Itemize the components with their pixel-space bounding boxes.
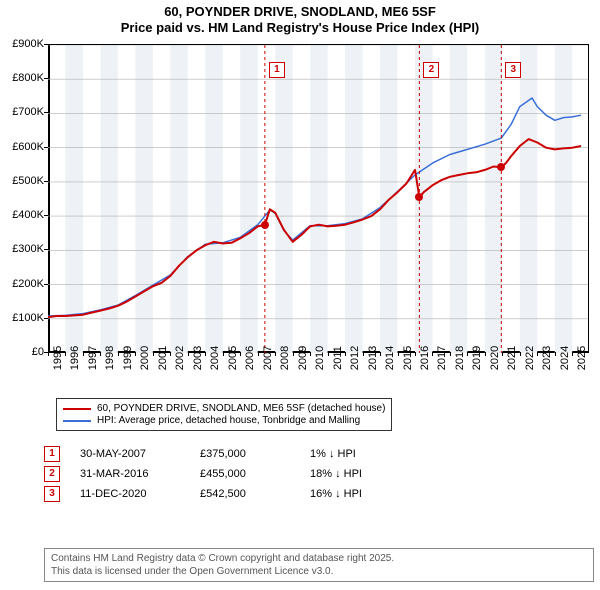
x-tick-label: 2015 (402, 346, 414, 370)
x-tick-label: 1997 (87, 346, 99, 370)
title-line-2: Price paid vs. HM Land Registry's House … (0, 20, 600, 36)
transaction-delta: 1% ↓ HPI (310, 448, 440, 460)
price-point (497, 163, 505, 171)
transaction-row: 1 30-MAY-2007£375,0001% ↓ HPI (44, 444, 440, 464)
y-tick-label: £300K (4, 243, 44, 255)
legend-swatch (63, 420, 91, 422)
marker-badge: 3 (505, 62, 521, 78)
transaction-date: 31-MAR-2016 (80, 468, 200, 480)
y-tick-label: £100K (4, 312, 44, 324)
y-tick-label: £800K (4, 72, 44, 84)
x-tick-label: 2024 (559, 346, 571, 370)
x-tick-label: 2003 (192, 346, 204, 370)
y-tick-label: £900K (4, 38, 44, 50)
x-tick-label: 1995 (52, 346, 64, 370)
attribution-footer: Contains HM Land Registry data © Crown c… (44, 548, 594, 582)
y-tick-label: £600K (4, 141, 44, 153)
x-tick-label: 2022 (524, 346, 536, 370)
title-line-1: 60, POYNDER DRIVE, SNODLAND, ME6 5SF (0, 4, 600, 20)
x-tick-label: 2001 (157, 346, 169, 370)
transaction-badge: 2 (44, 466, 60, 482)
transaction-price: £455,000 (200, 468, 310, 480)
y-tick-label: £400K (4, 209, 44, 221)
series-lines (48, 45, 588, 353)
transaction-price: £375,000 (200, 448, 310, 460)
transaction-price: £542,500 (200, 488, 310, 500)
x-tick-label: 2000 (139, 346, 151, 370)
x-tick-label: 2021 (506, 346, 518, 370)
y-tick-label: £200K (4, 278, 44, 290)
transaction-badge: 1 (44, 446, 60, 462)
x-tick-label: 2014 (384, 346, 396, 370)
x-tick-label: 2004 (209, 346, 221, 370)
x-tick-label: 2002 (174, 346, 186, 370)
x-tick-label: 1998 (104, 346, 116, 370)
transaction-delta: 16% ↓ HPI (310, 488, 440, 500)
x-tick-label: 1999 (122, 346, 134, 370)
x-tick-label: 2009 (297, 346, 309, 370)
x-tick-label: 2020 (489, 346, 501, 370)
x-tick-label: 2010 (314, 346, 326, 370)
marker-badge: 1 (269, 62, 285, 78)
x-tick-label: 2019 (471, 346, 483, 370)
x-tick-label: 2008 (279, 346, 291, 370)
legend-row: 60, POYNDER DRIVE, SNODLAND, ME6 5SF (de… (63, 403, 385, 414)
footer-line-2: This data is licensed under the Open Gov… (51, 565, 587, 578)
legend-row: HPI: Average price, detached house, Tonb… (63, 415, 385, 426)
x-tick-label: 1996 (69, 346, 81, 370)
x-tick-label: 2005 (227, 346, 239, 370)
marker-badge: 2 (423, 62, 439, 78)
x-tick-label: 2011 (332, 346, 344, 370)
chart-legend: 60, POYNDER DRIVE, SNODLAND, ME6 5SF (de… (56, 398, 392, 431)
transaction-delta: 18% ↓ HPI (310, 468, 440, 480)
transaction-table: 1 30-MAY-2007£375,0001% ↓ HPI 2 31-MAR-2016… (44, 444, 440, 504)
x-tick-label: 2012 (349, 346, 361, 370)
x-tick-label: 2017 (436, 346, 448, 370)
footer-line-1: Contains HM Land Registry data © Crown c… (51, 552, 587, 565)
page-root: 60, POYNDER DRIVE, SNODLAND, ME6 5SF Pri… (0, 0, 600, 590)
price-point (261, 221, 269, 229)
chart-plot-area (48, 44, 589, 353)
x-tick-label: 2006 (244, 346, 256, 370)
transaction-row: 3 11-DEC-2020£542,50016% ↓ HPI (44, 484, 440, 504)
chart-title: 60, POYNDER DRIVE, SNODLAND, ME6 5SF Pri… (0, 0, 600, 37)
x-tick-label: 2025 (576, 346, 588, 370)
x-tick-label: 2013 (367, 346, 379, 370)
legend-swatch (63, 408, 91, 410)
price-point (415, 193, 423, 201)
transaction-date: 30-MAY-2007 (80, 448, 200, 460)
y-tick-label: £500K (4, 175, 44, 187)
x-tick-label: 2018 (454, 346, 466, 370)
x-tick-label: 2023 (541, 346, 553, 370)
x-tick-label: 2007 (262, 346, 274, 370)
x-tick-label: 2016 (419, 346, 431, 370)
legend-label: 60, POYNDER DRIVE, SNODLAND, ME6 5SF (de… (97, 403, 385, 414)
y-tick-label: £0 (4, 346, 44, 358)
transaction-row: 2 31-MAR-2016£455,00018% ↓ HPI (44, 464, 440, 484)
legend-label: HPI: Average price, detached house, Tonb… (97, 415, 360, 426)
transaction-badge: 3 (44, 486, 60, 502)
y-tick-label: £700K (4, 106, 44, 118)
transaction-date: 11-DEC-2020 (80, 488, 200, 500)
